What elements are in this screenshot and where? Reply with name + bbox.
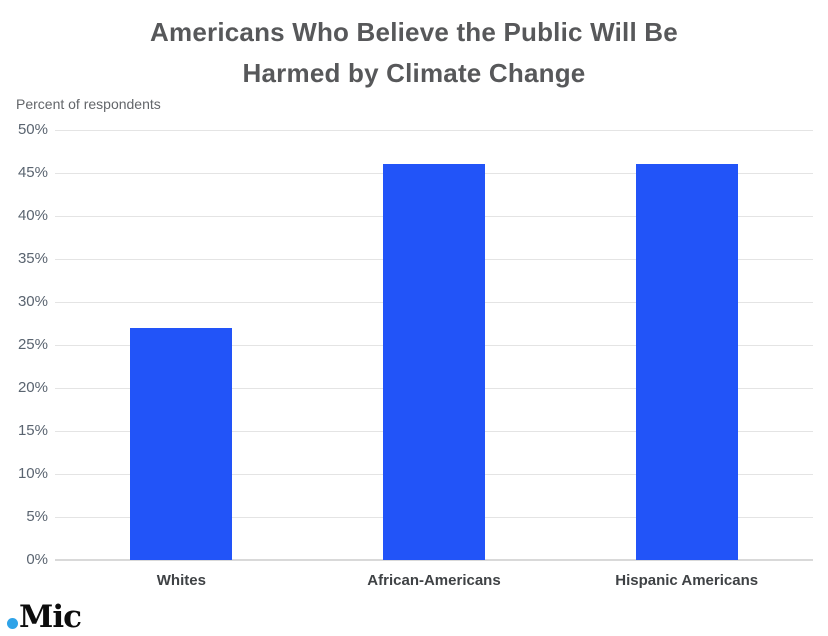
x-tick-label: Whites: [156, 572, 206, 589]
y-tick-label: 50%: [17, 121, 48, 138]
y-tick-label: 45%: [17, 164, 48, 181]
chart-subtitle: Percent of respondents: [16, 96, 161, 112]
bar-whites: [130, 327, 233, 560]
chart-title: Americans Who Believe the Public Will Be…: [0, 12, 828, 94]
y-tick-label: 25%: [17, 336, 48, 353]
bar-hispanic-americans: [635, 164, 738, 560]
bar-african-americans: [383, 164, 485, 560]
x-axis-labels: Whites African-Americans Hispanic American…: [55, 572, 813, 594]
y-tick-label: 15%: [17, 422, 48, 439]
y-axis-labels: 0% 5% 10% 15% 20% 25% 30% 35% 40% 45% 50%: [0, 121, 48, 568]
y-tick-label: 35%: [17, 250, 48, 267]
y-tick-label: 10%: [17, 465, 48, 482]
y-tick-label: 30%: [17, 293, 48, 310]
mic-logo-text: Mic: [19, 599, 82, 635]
mic-logo-dot-icon: [7, 618, 18, 629]
mic-logo: Mic: [7, 598, 82, 635]
x-tick-label: African-Americans: [367, 572, 501, 589]
plot-area: [55, 130, 813, 561]
gridline: [55, 130, 813, 131]
chart-title-line-1: Americans Who Believe the Public Will Be: [150, 17, 678, 47]
y-tick-label: 0%: [26, 551, 48, 568]
y-tick-label: 20%: [17, 379, 48, 396]
chart-title-line-2: Harmed by Climate Change: [242, 58, 586, 88]
y-tick-label: 5%: [26, 508, 48, 525]
gridline: [55, 559, 813, 561]
y-tick-label: 40%: [17, 207, 48, 224]
x-tick-label: Hispanic Americans: [615, 572, 759, 589]
